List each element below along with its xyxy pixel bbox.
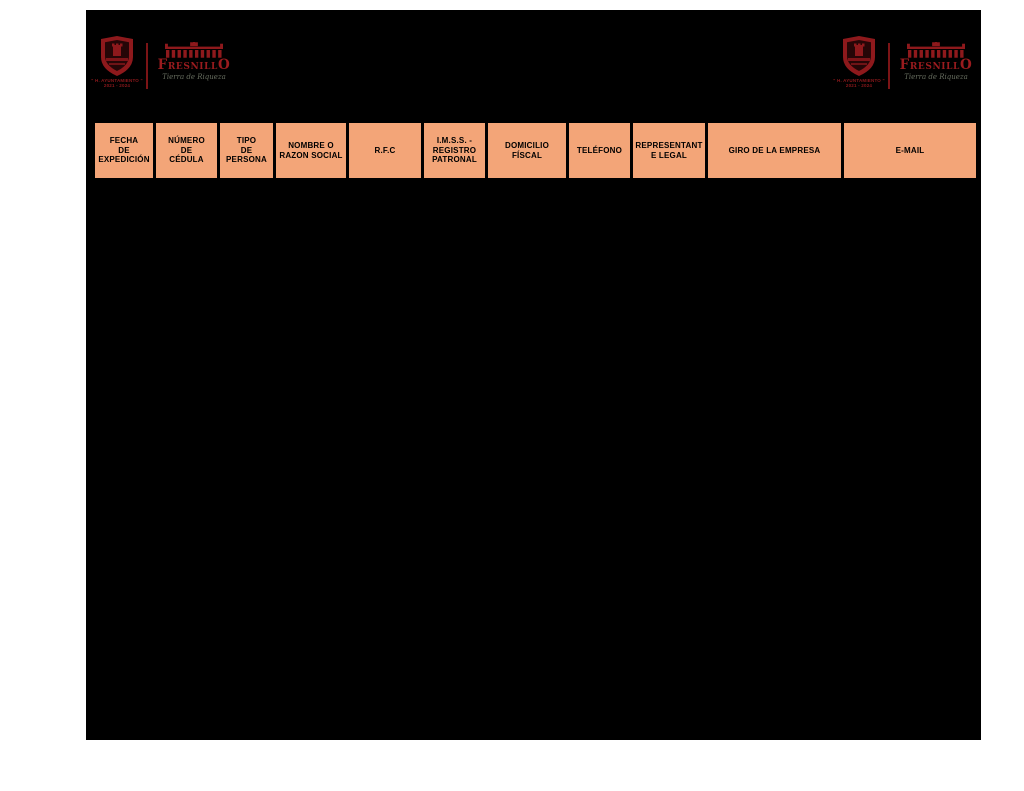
- fresnillo-logo-left: " H. AYUNTAMIENTO " 2021 - 2024: [91, 36, 234, 89]
- fresnillo-coat-of-arms-icon: [101, 36, 133, 76]
- fresnillo-wordmark: FresnillO: [157, 57, 231, 73]
- theater-building-icon: [907, 42, 965, 58]
- column-header-tipo-de-persona: TIPO DE PERSONA: [220, 123, 273, 178]
- fresnillo-tagline-script: Tierra de Riqueza: [904, 73, 968, 81]
- column-header-fecha-de-expedicion: FECHA DE EXPEDICIÓN: [95, 123, 153, 178]
- shield-caption: " H. AYUNTAMIENTO " 2021 - 2024: [833, 78, 885, 88]
- shield-caption: " H. AYUNTAMIENTO " 2021 - 2024: [91, 78, 143, 88]
- logo-wordmark-column: FresnillO Tierra de Riqueza: [154, 42, 234, 81]
- column-header-rfc: R.F.C: [349, 123, 421, 178]
- shield-column: " H. AYUNTAMIENTO " 2021 - 2024: [833, 36, 885, 88]
- column-header-telefono: TELÉFONO: [569, 123, 630, 178]
- table-header-row: FECHA DE EXPEDICIÓN NÚMERO DE CÉDULA TIP…: [93, 121, 978, 180]
- column-header-domicilio-fiscal: DOMICILIO FÍSCAL: [488, 123, 566, 178]
- shield-caption-line2: 2021 - 2024: [103, 83, 131, 88]
- shield-caption-line2: 2021 - 2024: [845, 83, 873, 88]
- column-header-imss-registro-patronal: I.M.S.S. - REGISTRO PATRONAL: [424, 123, 485, 178]
- column-header-giro-de-la-empresa: GIRO DE LA EMPRESA: [708, 123, 841, 178]
- fresnillo-coat-of-arms-icon: [843, 36, 875, 76]
- column-header-representante-legal: REPRESENTANT E LEGAL: [633, 123, 705, 178]
- fresnillo-wordmark: FresnillO: [899, 57, 973, 73]
- column-header-nombre-o-razon-social: NOMBRE O RAZON SOCIAL: [276, 123, 346, 178]
- logo-divider: [146, 43, 148, 89]
- shield-caption-line1: " H. AYUNTAMIENTO ": [833, 78, 885, 83]
- fresnillo-tagline-script: Tierra de Riqueza: [162, 73, 226, 81]
- shield-column: " H. AYUNTAMIENTO " 2021 - 2024: [91, 36, 143, 88]
- document-black-page: " H. AYUNTAMIENTO " 2021 - 2024: [86, 10, 981, 740]
- logo-wordmark-column: FresnillO Tierra de Riqueza: [896, 42, 976, 81]
- theater-building-icon: [165, 42, 223, 58]
- shield-caption-line1: " H. AYUNTAMIENTO ": [91, 78, 143, 83]
- fresnillo-logo-right: " H. AYUNTAMIENTO " 2021 - 2024: [833, 36, 976, 89]
- logo-divider: [888, 43, 890, 89]
- column-header-email: E-MAIL: [844, 123, 976, 178]
- column-header-numero-de-cedula: NÚMERO DE CÉDULA: [156, 123, 217, 178]
